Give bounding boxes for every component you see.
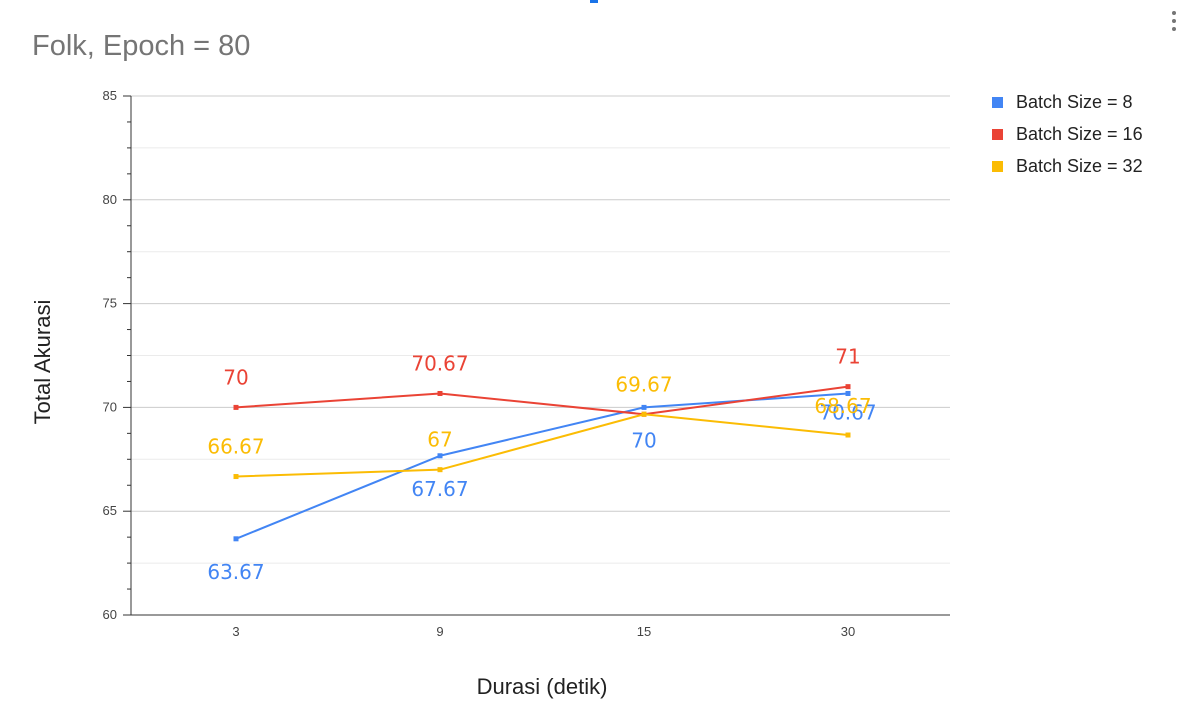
data-point bbox=[233, 474, 239, 480]
y-tick-label: 80 bbox=[103, 192, 117, 207]
data-point bbox=[845, 390, 851, 396]
legend-label: Batch Size = 16 bbox=[1016, 123, 1143, 144]
series-points bbox=[233, 384, 851, 542]
series-line bbox=[235, 385, 849, 416]
data-label: 70 bbox=[631, 428, 656, 452]
legend-swatch bbox=[992, 96, 1003, 108]
gridlines bbox=[131, 95, 950, 564]
legend-label: Batch Size = 8 bbox=[1016, 91, 1133, 112]
data-point bbox=[845, 432, 851, 438]
data-point bbox=[845, 384, 851, 390]
legend-item[interactable]: Batch Size = 16 bbox=[992, 118, 1143, 150]
data-point bbox=[437, 453, 443, 459]
y-tick-labels: 60 65 70 75 80 85 bbox=[103, 88, 117, 622]
data-label: 66.67 bbox=[207, 435, 264, 459]
series-lines bbox=[235, 385, 849, 540]
axes bbox=[123, 95, 950, 616]
legend-swatch bbox=[992, 160, 1003, 172]
x-tick-label: 30 bbox=[841, 624, 855, 639]
legend-item[interactable]: Batch Size = 32 bbox=[992, 150, 1143, 182]
y-tick-label: 70 bbox=[103, 399, 117, 414]
legend-label: Batch Size = 32 bbox=[1016, 155, 1143, 176]
data-point bbox=[233, 536, 239, 542]
y-axis-title: Total Akurasi bbox=[30, 300, 55, 425]
legend-item[interactable]: Batch Size = 8 bbox=[992, 86, 1143, 118]
data-label: 67 bbox=[427, 428, 452, 452]
data-label: 63.67 bbox=[207, 560, 264, 584]
data-point bbox=[437, 390, 443, 396]
y-tick-label: 75 bbox=[103, 296, 117, 311]
data-point bbox=[233, 404, 239, 410]
selection-indicator bbox=[590, 0, 598, 3]
series-line bbox=[235, 392, 849, 540]
data-point bbox=[641, 411, 647, 417]
data-label: 69.67 bbox=[615, 372, 672, 396]
x-axis-title: Durasi (detik) bbox=[477, 674, 608, 699]
data-labels: 63.67 67.67 70 70.67 70 70.67 71 66.67 67 69.67 68… bbox=[207, 345, 876, 584]
legend: Batch Size = 8 Batch Size = 16 Batch Size … bbox=[992, 86, 1143, 182]
x-tick-label: 15 bbox=[637, 624, 651, 639]
data-point bbox=[437, 467, 443, 473]
series-line bbox=[235, 413, 849, 478]
data-label: 67.67 bbox=[411, 477, 468, 501]
legend-swatch bbox=[992, 128, 1003, 140]
y-tick-label: 85 bbox=[103, 88, 117, 103]
data-label: 70 bbox=[223, 365, 248, 389]
x-tick-labels: 3 9 15 30 bbox=[232, 624, 855, 639]
data-label: 70.67 bbox=[411, 351, 468, 375]
chart-title: Folk, Epoch = 80 bbox=[32, 30, 251, 62]
y-tick-label: 65 bbox=[103, 503, 117, 518]
x-tick-label: 9 bbox=[436, 624, 443, 639]
more-vert-icon[interactable] bbox=[1166, 8, 1182, 34]
data-label: 68.67 bbox=[814, 394, 871, 418]
data-label: 70.67 bbox=[819, 400, 876, 424]
x-tick-label: 3 bbox=[232, 624, 239, 639]
y-tick-label: 60 bbox=[103, 607, 117, 622]
data-point bbox=[641, 404, 647, 410]
data-label: 71 bbox=[835, 345, 860, 369]
